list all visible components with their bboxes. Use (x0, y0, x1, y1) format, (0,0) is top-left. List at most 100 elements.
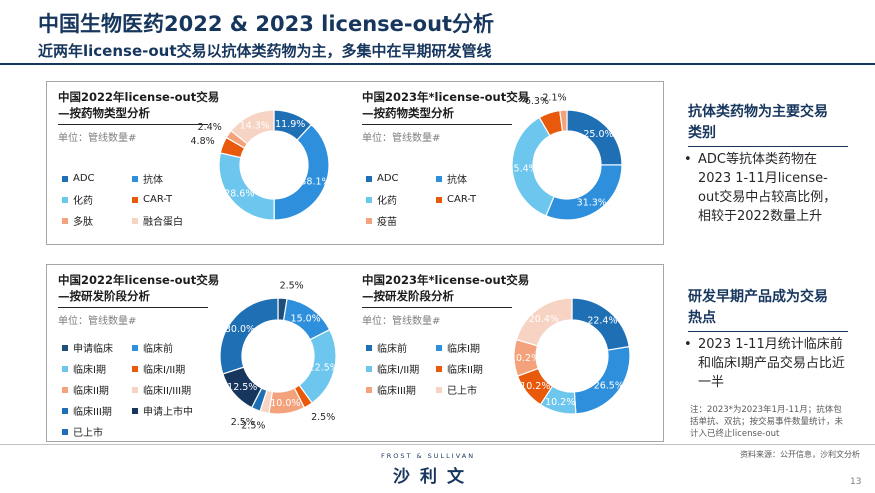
slice-label: 2.1% (542, 93, 566, 104)
chart-title-rule (362, 124, 512, 125)
page-title: 中国生物医药2022 & 2023 license-out分析 (38, 12, 495, 36)
legend-swatch (62, 196, 68, 203)
legend-label: 申请临床 (73, 344, 113, 355)
sidebar-section2-rule (688, 331, 848, 332)
legend-swatch (366, 175, 372, 182)
legend-swatch (132, 386, 138, 393)
legend-item: 临床III期 (366, 382, 436, 397)
legend-swatch (436, 386, 442, 393)
legend-item: 申请临床 (62, 340, 132, 355)
legend-label: 临床II期 (73, 386, 109, 397)
slice-label: 2.5% (241, 421, 265, 432)
chart-title-rule (58, 307, 208, 308)
chart-title-rule (58, 124, 208, 125)
logo-chinese: 沙利文 (393, 467, 474, 487)
chart-title: 中国2022年license-out交易 —按药物类型分析 (58, 89, 219, 121)
chart-2023-drug-type: 中国2023年*license-out交易 —按药物类型分析 单位：管线数量# ADC… (350, 81, 664, 245)
legend-swatch (132, 217, 138, 224)
legend-item: 临床I期 (62, 361, 132, 376)
legend-swatch (132, 407, 138, 414)
legend-item: ADC (366, 171, 436, 186)
legend-item: 已上市 (436, 382, 516, 397)
chart-title-line2: —按药物类型分析 (58, 106, 150, 120)
legend-swatch (366, 344, 372, 351)
legend-label: 临床I/II期 (143, 365, 186, 376)
slice-label: 10.2% (520, 381, 550, 392)
slice-label: 2.5% (231, 417, 255, 428)
legend-label: 抗体 (143, 175, 163, 186)
legend-item: 融合蛋白 (132, 213, 212, 228)
legend-swatch (366, 217, 372, 224)
source-note: 资料来源：公开信息，沙利文分析 (740, 450, 860, 459)
slice-label: 22.4% (587, 316, 617, 327)
legend-label: CAR-T (447, 194, 477, 205)
slice-label: 11.9% (275, 119, 305, 130)
legend-label: 临床III期 (73, 407, 112, 418)
legend-item: 临床前 (366, 340, 436, 355)
legend-item: 化药 (366, 192, 436, 207)
legend-swatch (62, 344, 68, 351)
logo-wordmark: FROST & SULLIVAN (381, 452, 476, 460)
slice-label: 28.6% (224, 188, 254, 199)
legend-label: 化药 (377, 196, 397, 207)
legend-swatch (62, 217, 68, 224)
legend-item: 多肽 (62, 213, 132, 228)
slice-label: 20.4% (529, 314, 559, 325)
chart-unit: 单位：管线数量# (362, 133, 441, 144)
chart-title-line1: 中国2023年*license-out交易 (362, 273, 530, 287)
legend-swatch (62, 386, 68, 393)
legend-label: 临床前 (377, 344, 407, 355)
legend-label: 已上市 (447, 386, 477, 397)
chart-unit: 单位：管线数量# (58, 133, 137, 144)
legend-swatch (436, 344, 442, 351)
legend-item: 疫苗 (366, 213, 436, 228)
legend-swatch (62, 428, 68, 435)
chart-title-line1: 中国2022年license-out交易 (58, 273, 220, 287)
chart-unit: 单位：管线数量# (362, 316, 441, 327)
bullet-dot: • (684, 152, 692, 167)
slice-label: 2.5% (311, 412, 335, 423)
sidebar-section1-title: 抗体类药物为主要交易类别 (688, 104, 828, 141)
sidebar-section1-bullet: • ADC等抗体类药物在2023 1-11月license-out交易中占较高比… (684, 150, 849, 226)
legend-label: 临床I期 (73, 365, 106, 376)
chart-title: 中国2022年license-out交易 —按研发阶段分析 (58, 272, 219, 304)
legend-swatch (366, 365, 372, 372)
slice-label: 38.1% (300, 177, 330, 188)
legend-item: 临床I/II期 (132, 361, 212, 376)
legend-item: 临床II期 (436, 361, 516, 376)
legend-label: CAR-T (143, 194, 173, 205)
chart-2022-drug-type: 中国2022年license-out交易 —按药物类型分析 单位：管线数量# ADC 抗… (46, 81, 355, 245)
legend-item: 抗体 (132, 171, 212, 186)
legend-label: 申请上市中 (143, 407, 193, 418)
bullet-dot: • (684, 337, 692, 352)
donut-slice (515, 297, 573, 347)
donut-slice (218, 152, 275, 221)
sidebar-section1-rule (688, 146, 848, 147)
slice-label: 26.5% (594, 381, 624, 392)
slice-label: 10.2% (545, 397, 575, 408)
legend-item: 申请上市中 (132, 403, 212, 418)
chart-title-line1: 中国2023年*license-out交易 (362, 90, 530, 104)
donut-chart: 11.9% 38.1% 28.6% 4.8% 2.4% 14.3% (191, 109, 331, 221)
legend-swatch (132, 365, 138, 372)
page-number: 13 (850, 477, 862, 487)
slice-label: 35.4% (508, 164, 538, 175)
legend-label: 抗体 (447, 175, 467, 186)
legend-item: 已上市 (62, 424, 132, 439)
legend-swatch (132, 196, 138, 203)
slice-label: 22.5% (309, 362, 339, 373)
legend-swatch (366, 196, 372, 203)
slice-label: 4.8% (191, 136, 215, 147)
legend-item: 临床I期 (436, 340, 516, 355)
legend-label: ADC (73, 173, 95, 184)
legend-label: 融合蛋白 (143, 217, 183, 228)
legend-label: 临床I/II期 (377, 365, 420, 376)
legend-label: 临床III期 (377, 386, 416, 397)
legend-item: ADC (62, 171, 132, 186)
legend-swatch (436, 196, 442, 203)
legend-item: 临床II期 (62, 382, 132, 397)
chart-title-line1: 中国2022年license-out交易 (58, 90, 220, 104)
slice-label: 30.0% (225, 324, 255, 335)
chart-legend: ADC 抗体 化药 CAR-T 多肽 融合蛋白 (62, 171, 212, 228)
chart-title-line2: —按研发阶段分析 (58, 289, 150, 303)
